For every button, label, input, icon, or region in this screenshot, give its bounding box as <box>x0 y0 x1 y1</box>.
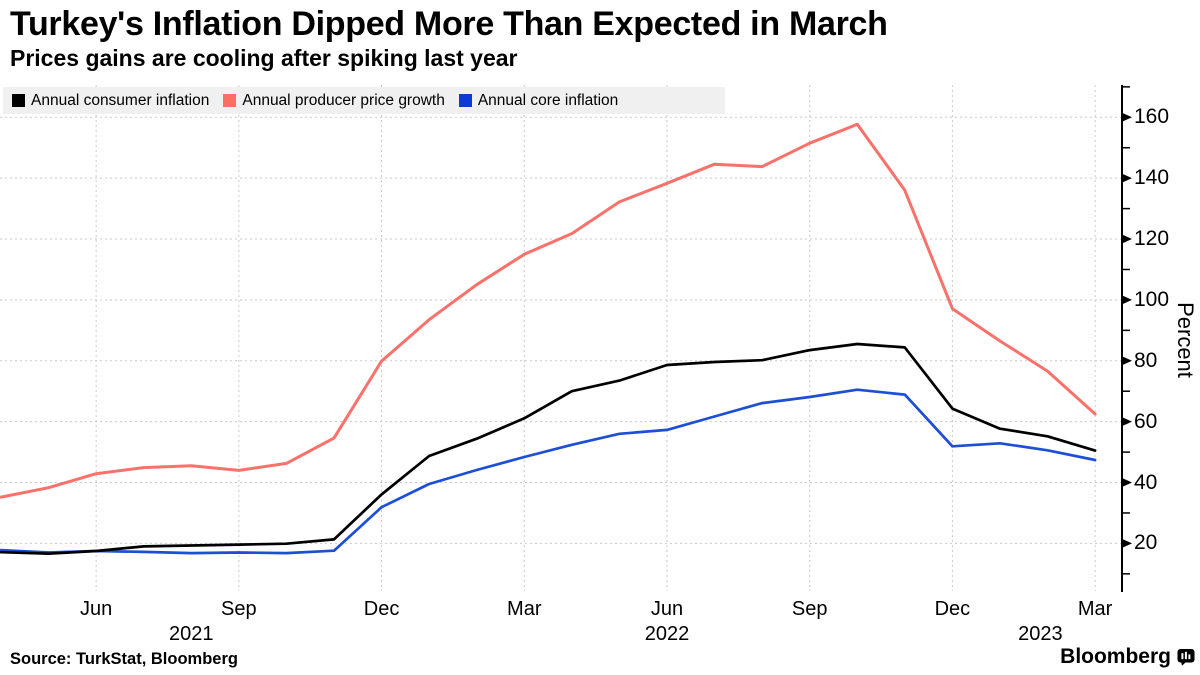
x-tick-label: Sep <box>221 598 257 620</box>
y-axis-major-tick-arrow <box>1122 478 1132 488</box>
y-axis-major-tick-arrow <box>1122 112 1132 122</box>
x-tick-label: Jun <box>80 598 113 620</box>
y-tick-label: 20 <box>1134 531 1158 555</box>
x-tick-label: Mar <box>507 598 542 620</box>
y-axis-major-tick-arrow <box>1122 295 1132 305</box>
y-tick-label: 120 <box>1134 227 1170 251</box>
x-year-label: 2022 <box>644 623 690 645</box>
legend-swatch-blue <box>458 94 472 107</box>
legend-swatch-red <box>223 94 237 107</box>
bloomberg-wordmark: Bloomberg <box>1060 645 1171 668</box>
bloomberg-logo: Bloomberg <box>1060 645 1195 669</box>
x-tick-label: Sep <box>791 598 828 620</box>
legend-swatch-black <box>12 94 25 107</box>
x-tick-label: Dec <box>363 598 400 620</box>
legend-item-core-inflation: Annual core inflation <box>458 91 619 110</box>
y-tick-label: 100 <box>1134 287 1170 311</box>
legend-label: Annual producer price growth <box>242 91 445 109</box>
y-tick-label: 140 <box>1134 166 1170 190</box>
legend-item-consumer-inflation: Annual consumer inflation <box>12 92 209 110</box>
y-tick-label: 80 <box>1134 348 1158 372</box>
series-line-core <box>0 388 1097 555</box>
legend-label: Annual consumer inflation <box>31 91 210 109</box>
series-line-consumer <box>0 342 1097 556</box>
chart-subtitle: Prices gains are cooling after spiking l… <box>10 45 518 71</box>
legend-item-producer-price-growth: Annual producer price growth <box>223 91 445 110</box>
source-note: Source: TurkStat, Bloomberg <box>10 650 238 668</box>
legend: Annual consumer inflation Annual produce… <box>3 87 725 114</box>
legend-label: Annual core inflation <box>477 91 619 109</box>
y-axis-major-tick-arrow <box>1122 417 1132 427</box>
x-tick-label: Mar <box>1077 598 1113 620</box>
y-tick-label: 40 <box>1134 470 1158 494</box>
chart-title: Turkey's Inflation Dipped More Than Expe… <box>10 5 888 43</box>
x-year-label: 2023 <box>1018 623 1063 645</box>
x-tick-label: Jun <box>650 598 684 620</box>
series-line-producer <box>0 122 1097 499</box>
x-year-label: 2021 <box>169 623 214 645</box>
y-axis-title: Percent <box>1173 302 1198 378</box>
y-tick-label: 60 <box>1134 409 1158 433</box>
x-tick-label: Dec <box>934 598 971 620</box>
bloomberg-chart-icon <box>1177 648 1195 666</box>
y-axis-major-tick-arrow <box>1122 538 1132 548</box>
y-axis-major-tick-arrow <box>1122 356 1132 366</box>
y-axis-major-tick-arrow <box>1122 173 1132 183</box>
y-tick-label: 160 <box>1134 105 1170 129</box>
y-axis-major-tick-arrow <box>1122 234 1132 244</box>
